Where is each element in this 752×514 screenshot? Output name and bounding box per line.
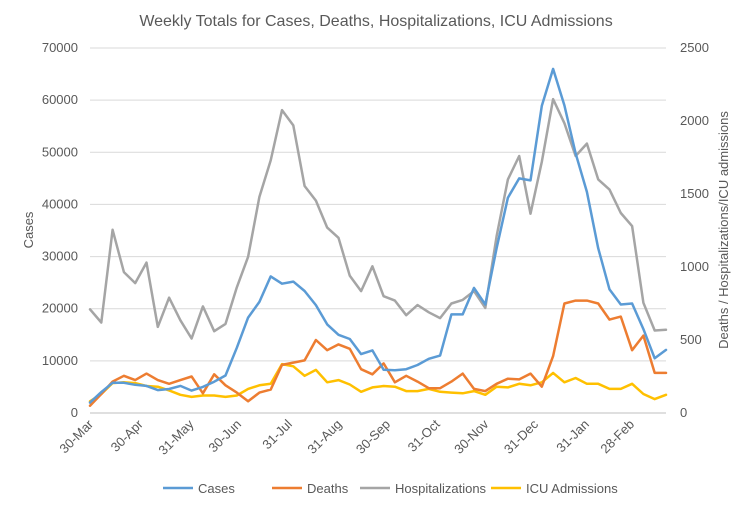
y-tick-label: 60000: [42, 92, 78, 107]
x-tick-label: 31-May: [155, 416, 197, 458]
x-tick-label: 31-Jul: [259, 416, 295, 452]
y2-tick-label: 1000: [680, 259, 709, 274]
series-line-deaths: [88, 299, 668, 407]
y-tick-label: 40000: [42, 196, 78, 211]
legend-label-icu: ICU Admissions: [526, 481, 618, 496]
y-tick-label: 20000: [42, 301, 78, 316]
x-axis-ticks: 30-Mar 30-Apr 31-May 30-Jun 31-Jul 31-Aug 30-S…: [56, 416, 637, 458]
y-axis-label: Cases: [21, 211, 36, 248]
x-tick-label: 28-Feb: [597, 417, 637, 457]
y2-axis-label: Deaths / Hospitalizations/ICU admissions: [716, 111, 731, 349]
y2-tick-label: 2500: [680, 40, 709, 55]
x-tick-label: 31-Oct: [405, 416, 443, 454]
y-tick-label: 0: [71, 405, 78, 420]
gridlines: [90, 47, 666, 414]
x-tick-label: 31-Jan: [553, 417, 592, 456]
y-tick-label: 50000: [42, 144, 78, 159]
y2-tick-label: 1500: [680, 186, 709, 201]
x-tick-label: 31-Aug: [304, 417, 344, 457]
chart-title: Weekly Totals for Cases, Deaths, Hospita…: [139, 13, 612, 30]
x-tick-label: 30-Mar: [56, 416, 96, 456]
right-axis-ticks: 0 500 1000 1500 2000 2500: [680, 40, 709, 420]
left-axis-ticks: 0 10000 20000 30000 40000 50000 60000 70000: [42, 40, 78, 420]
y2-tick-label: 2000: [680, 113, 709, 128]
x-tick-label: 30-Nov: [451, 416, 492, 457]
x-tick-label: 30-Jun: [205, 417, 244, 456]
legend-label-cases: Cases: [198, 481, 235, 496]
y-tick-label: 10000: [42, 353, 78, 368]
series-line-cases: [88, 67, 668, 404]
legend: Cases Deaths Hospitalizations ICU Admission…: [163, 481, 618, 496]
x-tick-label: 30-Sep: [353, 417, 393, 457]
series-line-icu: [88, 362, 668, 403]
y-tick-label: 70000: [42, 40, 78, 55]
y2-tick-label: 500: [680, 332, 702, 347]
y2-tick-label: 0: [680, 405, 687, 420]
x-tick-label: 31-Dec: [501, 416, 542, 457]
series-line-hospitalizations: [88, 97, 668, 340]
series-lines: [88, 67, 668, 407]
legend-label-hospitalizations: Hospitalizations: [395, 481, 487, 496]
legend-label-deaths: Deaths: [307, 481, 349, 496]
y-tick-label: 30000: [42, 249, 78, 264]
x-tick-label: 30-Apr: [108, 416, 147, 455]
